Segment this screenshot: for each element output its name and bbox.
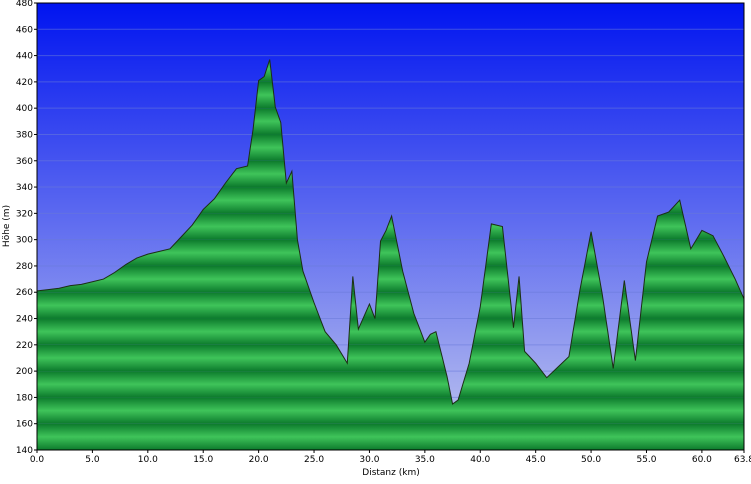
x-tick-label: 25.0 <box>304 455 324 465</box>
x-tick-label: 15.0 <box>193 455 213 465</box>
x-tick-label: 20.0 <box>249 455 269 465</box>
x-tick-label: 55.0 <box>636 455 656 465</box>
elevation-band <box>37 423 744 450</box>
y-tick-label: 380 <box>16 130 33 140</box>
elevation-band <box>37 318 744 345</box>
y-tick-label: 440 <box>16 52 33 62</box>
x-tick-label: 60.0 <box>692 455 712 465</box>
y-tick-label: 180 <box>16 393 33 403</box>
x-axis-ticks: 0.0 5.0 10.0 15.0 20.0 25.0 30.0 35.0 40.0 45.0 50… <box>30 450 751 465</box>
frame-rect <box>36 2 745 451</box>
x-tick-label: 10.0 <box>138 455 158 465</box>
x-tick-label: 5.0 <box>85 455 100 465</box>
x-tick-label: 63.8 <box>734 455 751 465</box>
y-axis-title: Höhe (m) <box>2 205 12 247</box>
y-tick-label: 260 <box>16 288 33 298</box>
plot-frame <box>36 2 745 451</box>
x-tick-label: 45.0 <box>526 455 546 465</box>
y-tick-label: 400 <box>16 104 33 114</box>
x-tick-label: 50.0 <box>581 455 601 465</box>
y-tick-label: 160 <box>16 420 33 430</box>
x-tick-label: 40.0 <box>470 455 490 465</box>
y-tick-label: 220 <box>16 341 33 351</box>
y-tick-label: 340 <box>16 183 33 193</box>
elevation-band <box>37 371 744 398</box>
y-tick-label: 420 <box>16 78 33 88</box>
y-tick-label: 280 <box>16 262 33 272</box>
y-tick-label: 140 <box>16 446 33 456</box>
x-axis-title: Distanz (km) <box>362 468 419 478</box>
x-tick-label: 0.0 <box>30 455 45 465</box>
elevation-band <box>37 344 744 372</box>
elevation-line <box>37 59 744 450</box>
x-tick-label: 35.0 <box>415 455 435 465</box>
x-tick-label: 30.0 <box>359 455 379 465</box>
elevation-band <box>37 397 744 424</box>
y-tick-label: 300 <box>16 236 33 246</box>
y-tick-label: 240 <box>16 315 33 325</box>
y-tick-label: 480 <box>16 0 33 9</box>
y-axis-ticks: 140 160 180 200 220 240 260 280 300 320 340 360 380 4… <box>16 0 37 456</box>
y-tick-label: 320 <box>16 209 33 219</box>
y-tick-label: 360 <box>16 157 33 167</box>
y-tick-label: 460 <box>16 25 33 35</box>
y-tick-label: 200 <box>16 367 33 377</box>
